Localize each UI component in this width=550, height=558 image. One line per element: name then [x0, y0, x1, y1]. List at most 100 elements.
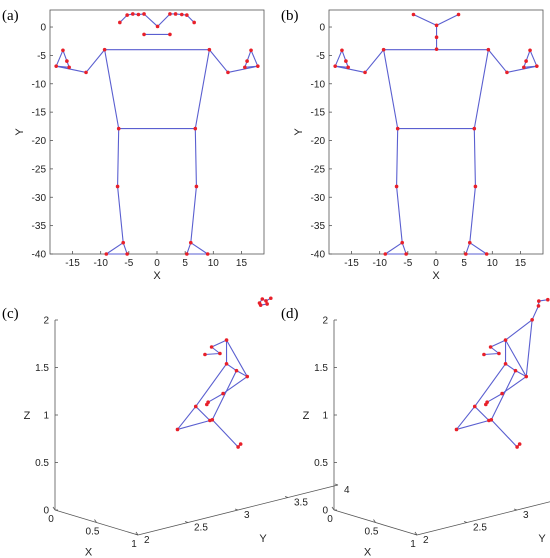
x-tick-label: 1: [131, 539, 137, 550]
skeleton-joint: [404, 252, 408, 256]
skeleton-joint: [188, 240, 193, 245]
panel-a-plot: -15 -10 -5 0 5 10 15 0 -5 -10 -15 -20 -25 -30 -35 -40 X Y: [14, 9, 265, 282]
skeleton-bone: [104, 49, 120, 130]
x-tick-label: 15: [515, 258, 527, 269]
skeleton-joint: [260, 297, 265, 301]
skeleton-bone: [334, 49, 343, 67]
skeleton-joint: [340, 48, 344, 53]
skeleton-joint: [487, 418, 491, 423]
skeleton-joint: [546, 297, 550, 302]
y-tick-label: 3.5: [294, 498, 308, 509]
skeleton-joint: [193, 126, 198, 131]
skeleton-joint: [482, 352, 486, 357]
y-tick-label: -5: [316, 51, 325, 62]
skeleton-joint: [434, 23, 439, 28]
skeleton-joint: [243, 65, 247, 70]
skeleton-joint: [209, 345, 214, 349]
skeleton-bone: [490, 339, 507, 348]
skeleton-joint: [434, 35, 439, 40]
skeleton-joint: [224, 338, 229, 342]
y-tick-mark: [184, 521, 189, 523]
y-tick-label: -40: [32, 250, 47, 261]
skeleton-bone: [473, 49, 489, 130]
y-tick-label: 2: [144, 535, 150, 546]
skeleton-joint: [454, 427, 459, 432]
x-tick-label: 5: [182, 258, 188, 269]
skeleton-joint: [194, 184, 199, 189]
skeleton-joint: [497, 351, 501, 356]
y-tick-mark: [413, 533, 418, 536]
skeleton-bone: [190, 242, 209, 255]
skeleton-bone: [506, 65, 538, 73]
skeleton-bone: [504, 319, 533, 341]
y-tick-label: 2.5: [194, 523, 208, 534]
y-tick-label: 0: [40, 23, 46, 34]
skeleton-joint: [185, 13, 189, 17]
skeleton-joint: [208, 418, 212, 423]
skeleton-bone: [529, 49, 538, 67]
skeleton-joint: [256, 64, 260, 68]
panel-label-c: (c): [2, 306, 19, 322]
skeleton-bone: [483, 352, 500, 356]
x-tick-mark: [331, 506, 335, 511]
skeleton-joint: [234, 368, 239, 373]
skeleton-joint: [142, 12, 146, 16]
panel-label-d: (d): [281, 306, 299, 322]
skeleton-joint: [513, 368, 518, 373]
skeleton-joint: [524, 59, 528, 63]
skeleton-bone: [474, 363, 507, 408]
skeleton-joint: [236, 445, 240, 449]
skeleton-bone: [186, 242, 192, 255]
y-tick-mark: [134, 533, 139, 536]
skeleton-joint: [522, 65, 526, 70]
skeleton-bone: [250, 49, 259, 67]
y-tick-mark: [234, 508, 239, 511]
skeleton-joint: [205, 252, 210, 256]
y-tick-label: 3: [523, 510, 529, 521]
y-axis-label: Y: [538, 533, 546, 545]
skeleton-bone: [474, 405, 490, 422]
skeleton-bone: [334, 65, 349, 68]
skeleton-bone: [364, 49, 385, 73]
skeleton-bone: [514, 370, 527, 378]
skeleton-bone: [436, 13, 460, 26]
skeleton-joint: [155, 24, 160, 29]
skeleton-joint: [175, 427, 180, 432]
skeleton-joint: [226, 70, 230, 75]
z-tick-label: 1.5: [35, 363, 49, 374]
skeleton-bone: [55, 49, 64, 67]
skeleton-bone: [412, 13, 438, 26]
skeleton-joint: [265, 302, 269, 306]
skeleton-bone: [122, 242, 128, 255]
skeleton-joint: [65, 59, 69, 63]
skeleton-bone: [455, 405, 476, 431]
skeleton-joint: [118, 20, 122, 25]
x-tick-label: -5: [403, 258, 412, 269]
x-tick-label: 0: [154, 258, 160, 269]
skeleton-joint: [434, 47, 439, 51]
skeleton-joint: [168, 32, 172, 37]
skeleton-joint: [467, 240, 472, 245]
skeleton-joint: [473, 184, 478, 189]
skeleton-bone: [157, 13, 171, 28]
y-tick-label: -35: [32, 221, 47, 232]
skeleton-bone: [473, 128, 476, 188]
skeleton-joint: [517, 442, 522, 446]
y-tick-mark: [513, 508, 518, 511]
skeleton-joint: [486, 47, 491, 52]
z-tick-label: 0: [43, 506, 49, 517]
y-axis-label: Y: [14, 128, 26, 136]
skeleton-joint: [344, 59, 348, 63]
skeleton-joint: [363, 70, 367, 75]
x-tick-label: 10: [208, 258, 220, 269]
skeleton-joint: [221, 391, 225, 396]
skeleton-joint: [207, 47, 212, 52]
y-tick-label: -30: [311, 193, 326, 204]
skeleton-joint: [530, 318, 534, 322]
x-tick-mark: [94, 519, 97, 523]
skeleton-bone: [504, 339, 527, 378]
x-tick-label: -10: [372, 258, 387, 269]
plot-frame: [328, 9, 544, 255]
